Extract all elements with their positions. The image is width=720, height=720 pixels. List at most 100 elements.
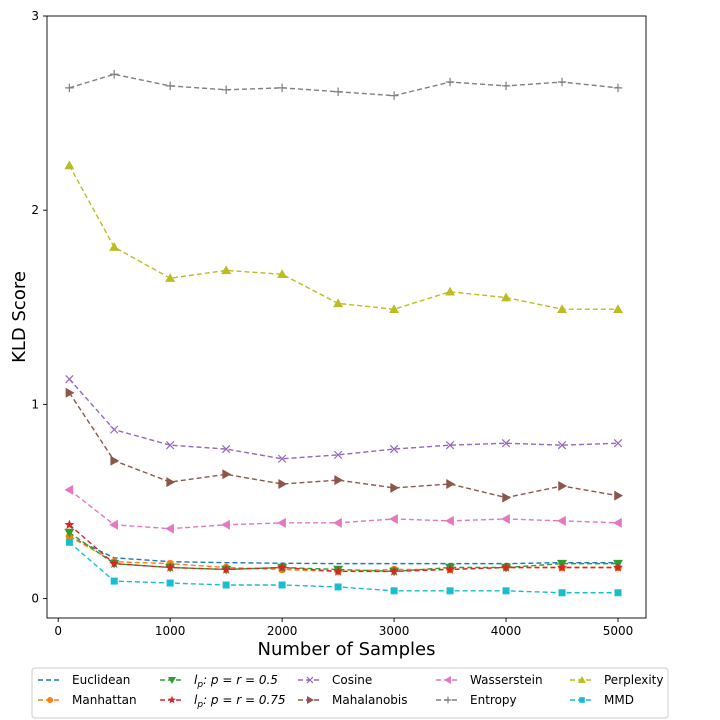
y-tick-label: 1 [31, 397, 39, 411]
legend-label: Mahalanobis [332, 693, 408, 707]
data-point [277, 269, 288, 279]
data-point [502, 587, 510, 595]
data-point [165, 273, 176, 282]
data-point [221, 265, 232, 275]
x-axis-label: Number of Samples [258, 639, 436, 660]
data-point [165, 81, 175, 91]
data-point [445, 515, 454, 526]
data-point [501, 513, 510, 524]
data-point [389, 513, 398, 524]
series-2 [64, 528, 624, 577]
data-point [333, 517, 342, 528]
data-point [334, 475, 344, 486]
series-3 [64, 519, 623, 576]
data-point [278, 479, 288, 490]
data-point [389, 91, 399, 100]
y-tick-label: 2 [31, 203, 39, 217]
series-5 [65, 387, 624, 503]
data-point [277, 562, 288, 572]
data-point [557, 440, 567, 450]
legend-marker [168, 695, 176, 704]
data-point [613, 562, 623, 572]
data-point [445, 440, 455, 450]
legend-label: MMD [604, 693, 634, 707]
legend-marker [47, 697, 53, 703]
data-point [221, 564, 232, 574]
series-line [68, 378, 619, 460]
data-point [65, 83, 74, 93]
data-point [166, 579, 174, 587]
legend-label: Manhattan [72, 693, 137, 707]
data-point [445, 77, 455, 87]
data-point [221, 519, 230, 530]
data-point [389, 444, 399, 454]
legend-entry-1: Manhattan [38, 693, 137, 707]
data-point [166, 477, 176, 488]
data-point [109, 558, 120, 568]
data-point [333, 566, 344, 576]
series-line [68, 165, 619, 310]
legend-label: lp: p = r = 0.75 [194, 693, 286, 710]
data-point [501, 562, 512, 572]
series-8 [64, 160, 624, 313]
series-0 [69, 535, 619, 565]
legend-entry-0: Euclidean [38, 673, 130, 687]
data-point [502, 492, 512, 503]
plot-frame [46, 15, 647, 619]
data-point [165, 440, 175, 450]
data-point [65, 538, 73, 546]
data-point [109, 519, 118, 530]
legend-entry-9: MMD [570, 693, 634, 707]
data-point [501, 292, 512, 302]
legend-entry-5: Mahalanobis [298, 693, 408, 707]
data-point [65, 374, 74, 384]
legend-marker [306, 676, 314, 684]
legend-marker [444, 676, 451, 684]
data-point [558, 480, 568, 491]
legend-box [31, 667, 669, 719]
x-tick-label: 0 [54, 624, 62, 638]
series-line [69, 535, 619, 565]
data-point [445, 564, 456, 574]
data-point [390, 482, 400, 493]
data-point [222, 581, 230, 589]
legend-label: Perplexity [604, 673, 664, 687]
legend-marker [307, 696, 314, 704]
data-point [109, 242, 120, 251]
data-point [110, 425, 119, 434]
legend-entry-4: Cosine [298, 673, 372, 687]
legend-marker [444, 696, 452, 704]
data-point [613, 517, 622, 528]
data-point [614, 589, 622, 597]
data-point [110, 577, 118, 585]
legend-label: Euclidean [72, 673, 130, 687]
data-point [557, 77, 567, 87]
data-point [557, 515, 566, 526]
data-point [277, 83, 287, 93]
series-line [68, 392, 619, 499]
data-point [613, 439, 623, 448]
data-point [446, 479, 456, 490]
data-point [64, 484, 74, 495]
legend-label: lp: p = r = 0.5 [194, 673, 278, 690]
data-point [221, 85, 231, 95]
data-point [277, 454, 287, 463]
x-tick-label: 2000 [267, 624, 298, 638]
data-point [333, 450, 343, 460]
series-1 [65, 532, 622, 576]
x-tick-label: 5000 [603, 624, 634, 638]
data-point [558, 589, 566, 597]
data-point [109, 70, 119, 79]
data-point [64, 528, 75, 538]
legend-label: Entropy [470, 693, 517, 707]
series-line [68, 489, 619, 530]
data-point [165, 562, 176, 572]
data-point [334, 583, 342, 591]
data-point [613, 304, 624, 313]
data-point [333, 87, 343, 96]
legend-marker [578, 676, 586, 683]
y-axis-label: KLD Score [9, 271, 30, 363]
data-point [501, 439, 511, 448]
data-point [110, 455, 120, 466]
